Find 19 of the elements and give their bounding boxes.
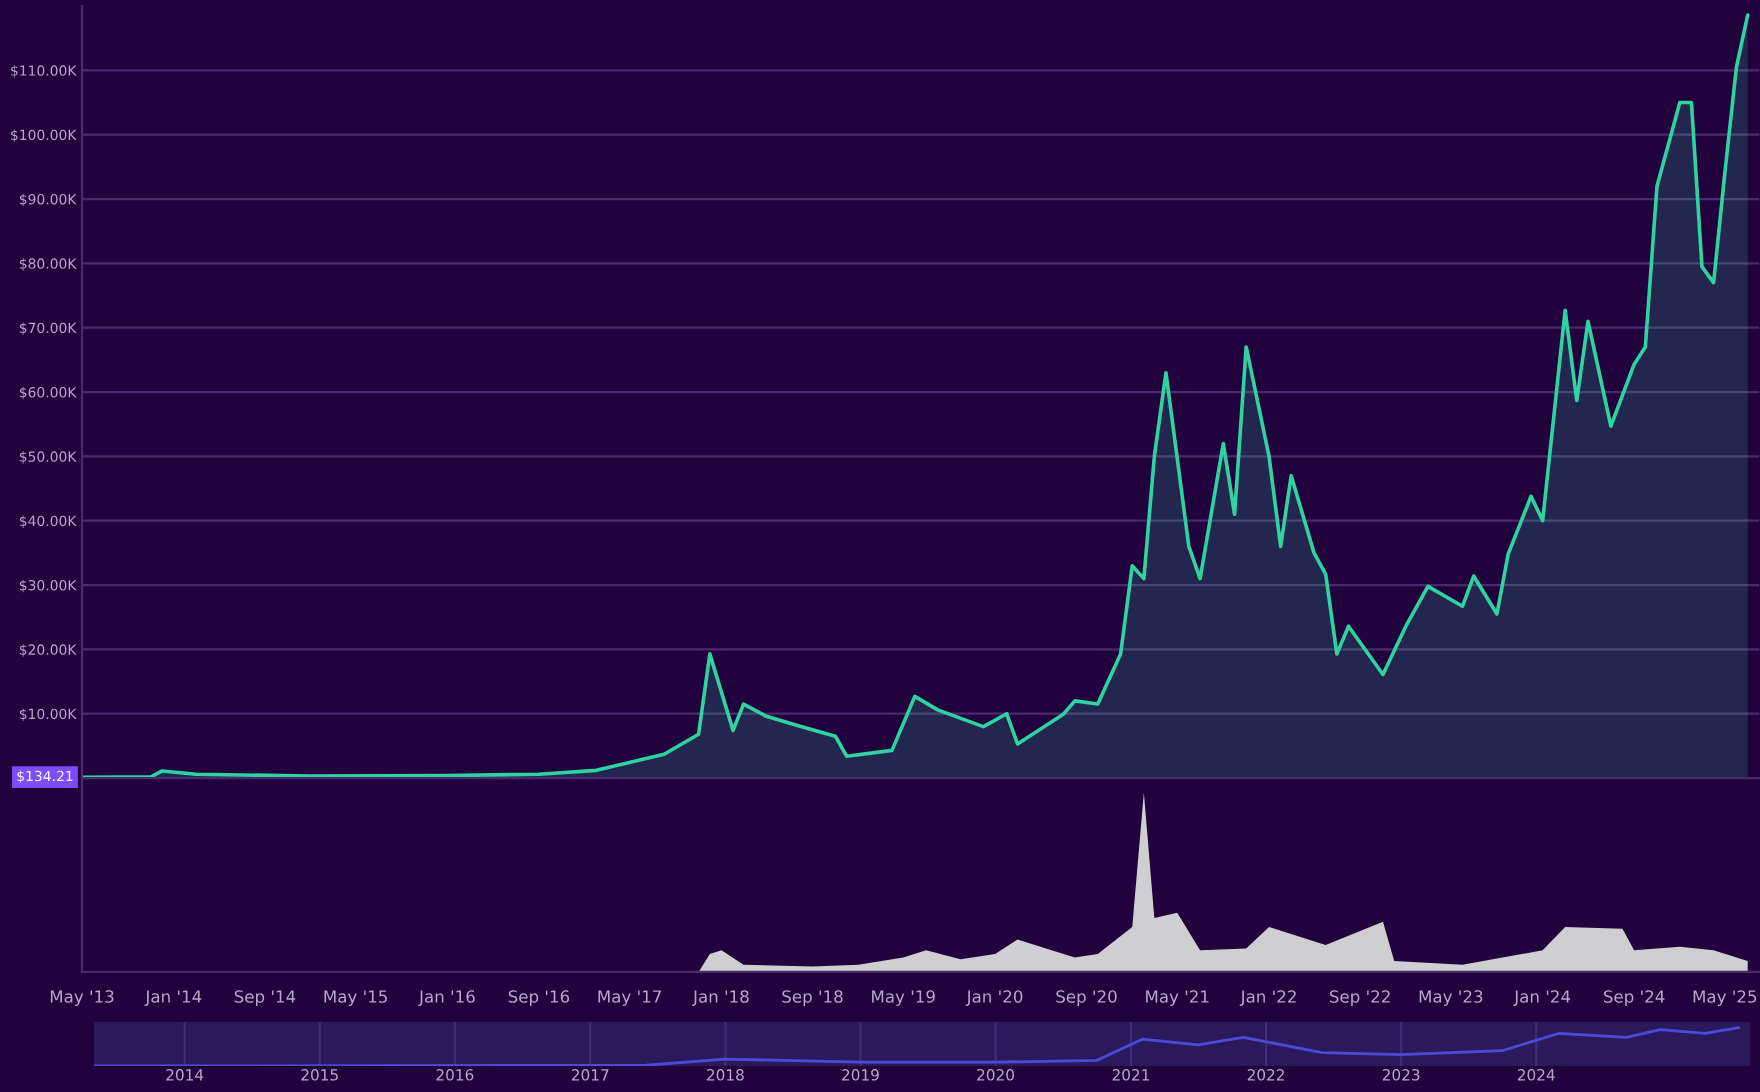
x-tick-label: Sep '16	[508, 990, 570, 1007]
x-tick-label: Jan '20	[965, 990, 1023, 1006]
x-tick-label: May '15	[324, 990, 387, 1007]
x-tick-label: Jan '24	[1513, 990, 1571, 1006]
x-tick-label: May '21	[1146, 990, 1209, 1007]
x-tick-label: Sep '18	[782, 990, 843, 1007]
x-tick-label: Jan '14	[144, 990, 202, 1006]
x-tick-label: May '17	[598, 990, 661, 1007]
x-tick-label: Sep '24	[1603, 990, 1665, 1007]
x-tick-label: Jan '22	[1239, 990, 1296, 1006]
x-tick-label: Sep '22	[1329, 990, 1390, 1007]
x-tick-label: May '13	[50, 990, 114, 1007]
x-tick-label: Sep '14	[234, 990, 296, 1007]
x-tick-label: Sep '20	[1056, 990, 1117, 1007]
x-tick-label: May '25	[1693, 990, 1757, 1007]
x-tick-label: Jan '18	[692, 990, 749, 1006]
x-tick-label: Jan '16	[418, 990, 475, 1006]
x-tick-label: May '23	[1419, 990, 1483, 1007]
x-tick-label: May '19	[872, 990, 935, 1007]
